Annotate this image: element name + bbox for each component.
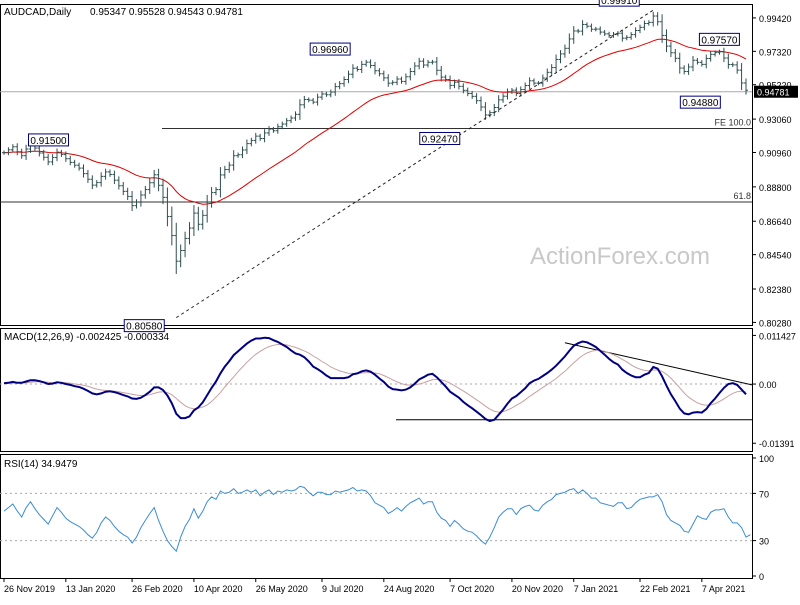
rsi-polyline xyxy=(3,485,751,553)
macd-reference-lines xyxy=(0,342,753,421)
x-tick-label: 7 Apr 2021 xyxy=(702,584,746,594)
price-label-box xyxy=(419,131,461,145)
macd-panel-frame xyxy=(0,328,753,452)
price-label-text: 0.91500 xyxy=(30,136,67,147)
fib-level-label: 61.8 xyxy=(733,191,751,201)
price-label-box xyxy=(123,319,165,333)
price-label-text: 0.97570 xyxy=(701,35,738,46)
macd-y-tick-label: 0.011427 xyxy=(759,331,796,341)
x-tick-label: 7 Jan 2021 xyxy=(574,584,619,594)
macd-signal-line xyxy=(3,344,747,413)
price-label-box xyxy=(309,42,351,56)
rsi-panel-frame xyxy=(0,454,753,579)
watermark: ActionForex.com xyxy=(530,243,710,270)
x-tick-label: 26 Nov 2019 xyxy=(4,584,55,594)
fib-level-label: FE 100.0 xyxy=(714,117,751,127)
price-y-tick-label: 0.82380 xyxy=(759,285,792,295)
x-tick-label: 9 Jul 2020 xyxy=(322,584,364,594)
price-y-tick-label: 0.90960 xyxy=(759,149,792,159)
macd-y-tick-label: -0.01391 xyxy=(759,439,795,449)
price-label-text: 0.99910 xyxy=(601,0,638,7)
macd-y-axis: 0.011427 0.00 -0.01391 xyxy=(752,331,796,449)
price-y-tick-label: 0.84540 xyxy=(759,251,792,261)
price-label-box xyxy=(598,0,640,7)
ma-polyline xyxy=(3,38,747,205)
price-support-trendline xyxy=(175,9,654,319)
current-price-text: 0.94781 xyxy=(757,88,790,98)
price-y-tick-label: 0.93060 xyxy=(759,115,792,125)
macd-y-tick-label: 0.00 xyxy=(759,380,777,390)
rsi-y-tick-label: 70 xyxy=(759,489,769,499)
price-label-text: 0.92470 xyxy=(422,134,459,145)
x-tick-label: 7 Oct 2020 xyxy=(450,584,494,594)
rsi-y-tick-label: 30 xyxy=(759,537,769,547)
rsi-line xyxy=(3,485,751,553)
macd-lines xyxy=(3,336,747,423)
price-panel-frame xyxy=(0,4,753,326)
x-axis: 26 Nov 2019 13 Jan 2020 26 Feb 2020 10 Apr … xyxy=(3,578,746,594)
x-tick-label: 20 Nov 2020 xyxy=(512,584,563,594)
moving-average-line xyxy=(3,38,747,205)
rsi-y-tick-label: 0 xyxy=(759,572,764,582)
price-reference-lines: FE 100.0 61.8 xyxy=(0,91,752,203)
rsi-y-tick-label: 100 xyxy=(759,454,774,464)
price-label-box xyxy=(28,133,69,147)
price-label-box xyxy=(698,32,740,46)
price-y-axis: 0.994200.973200.952200.930600.909600.888… xyxy=(752,14,798,328)
price-label-text: 0.94880 xyxy=(682,98,719,109)
x-tick-label: 26 Feb 2020 xyxy=(132,584,183,594)
price-label-text: 0.80580 xyxy=(126,322,163,333)
price-y-tick-label: 0.86640 xyxy=(759,217,792,227)
price-y-tick-label: 0.80280 xyxy=(759,318,792,328)
x-tick-label: 24 Aug 2020 xyxy=(384,584,435,594)
x-tick-label: 22 Feb 2021 xyxy=(640,584,691,594)
price-label-box xyxy=(679,95,721,109)
rsi-y-axis: 100 70 30 0 xyxy=(752,454,774,582)
x-tick-label: 10 Apr 2020 xyxy=(194,584,243,594)
current-price-badge xyxy=(754,85,798,98)
macd-main-line xyxy=(3,336,747,423)
price-y-tick-label: 0.99420 xyxy=(759,14,792,24)
rsi-label: RSI(14) 34.9479 xyxy=(4,459,78,470)
rsi-reference-lines xyxy=(0,492,752,542)
macd-falling-trendline xyxy=(564,342,753,386)
price-trendline xyxy=(175,9,654,319)
x-tick-label: 13 Jan 2020 xyxy=(66,584,116,594)
chart-symbol: AUDCAD,Daily xyxy=(4,7,71,18)
x-tick-label: 26 May 2020 xyxy=(256,584,308,594)
price-annotations: 0.91500 0.80580 0.96960 0.92470 0.99910 0.975… xyxy=(28,0,740,333)
price-label-text: 0.96960 xyxy=(312,45,349,56)
macd-label: MACD(12,26,9) -0.002425 -0.000334 xyxy=(4,332,170,343)
price-y-tick-label: 0.97320 xyxy=(759,47,792,57)
price-y-tick-label: 0.88800 xyxy=(759,183,792,193)
price-bars xyxy=(2,11,748,274)
ohlc-readout: 0.95347 0.95528 0.94543 0.94781 xyxy=(90,7,243,18)
